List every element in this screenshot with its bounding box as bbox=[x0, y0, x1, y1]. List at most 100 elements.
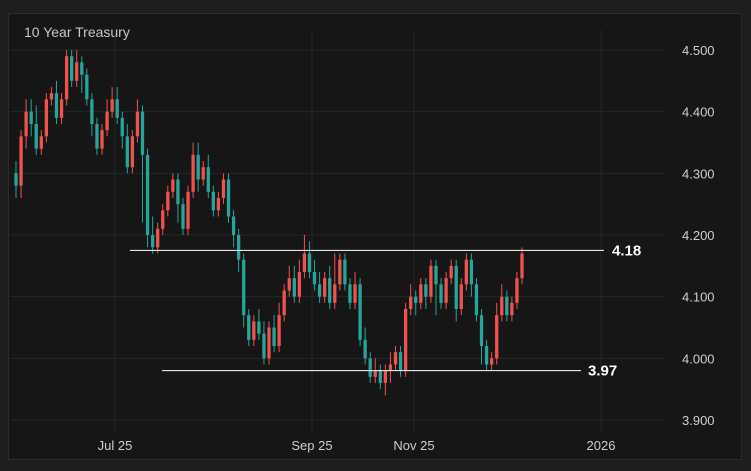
candle bbox=[287, 265, 291, 297]
candles bbox=[14, 50, 524, 396]
candle-body bbox=[34, 124, 38, 149]
candle-body bbox=[39, 136, 43, 149]
candle-body bbox=[166, 191, 170, 211]
candle bbox=[515, 272, 519, 309]
candle-body bbox=[333, 284, 337, 303]
candle-body bbox=[419, 284, 423, 303]
candle bbox=[495, 302, 499, 365]
candle bbox=[252, 315, 256, 346]
candle bbox=[145, 148, 150, 248]
candle-body bbox=[156, 228, 160, 248]
chart-title: 10 Year Treasury bbox=[24, 24, 130, 40]
candle bbox=[171, 173, 175, 198]
candle bbox=[201, 161, 205, 186]
candle bbox=[211, 185, 215, 217]
candle bbox=[469, 253, 474, 297]
candle-body bbox=[378, 370, 382, 383]
x-tick-label: Nov 25 bbox=[393, 438, 434, 453]
candle bbox=[459, 278, 463, 316]
candle bbox=[343, 253, 347, 291]
candle bbox=[510, 296, 514, 322]
candle bbox=[282, 284, 286, 322]
candle-body bbox=[176, 179, 180, 205]
candle-body bbox=[307, 253, 312, 272]
candle-body bbox=[368, 358, 372, 377]
candle bbox=[75, 50, 79, 87]
candle-body bbox=[80, 62, 84, 75]
candle bbox=[181, 198, 185, 235]
candle-body bbox=[247, 315, 251, 340]
candle bbox=[454, 259, 458, 322]
candle bbox=[262, 321, 266, 365]
candle bbox=[414, 290, 418, 316]
candle bbox=[130, 130, 135, 174]
candle bbox=[363, 327, 367, 365]
candle bbox=[80, 56, 84, 94]
candle-body bbox=[24, 111, 28, 137]
candle-body bbox=[444, 278, 448, 303]
candle-body bbox=[353, 284, 357, 303]
candle bbox=[393, 346, 398, 371]
candle-body bbox=[383, 370, 388, 383]
candle bbox=[140, 105, 145, 223]
candle bbox=[424, 278, 428, 309]
candle-body bbox=[140, 111, 145, 155]
y-tick-label: 4.000 bbox=[682, 351, 715, 366]
candle-body bbox=[211, 191, 215, 211]
candle-body bbox=[393, 352, 398, 365]
candle-body bbox=[454, 265, 458, 309]
candle-body bbox=[201, 167, 205, 180]
candle-body bbox=[348, 284, 352, 303]
level-label: 3.97 bbox=[588, 363, 617, 380]
candle bbox=[479, 309, 484, 365]
chart-frame bbox=[8, 13, 742, 460]
candle-body bbox=[484, 346, 489, 365]
candle bbox=[54, 80, 59, 124]
y-tick-label: 4.200 bbox=[682, 228, 715, 243]
candle bbox=[323, 272, 327, 303]
candle-body bbox=[388, 364, 393, 371]
candle-body bbox=[181, 204, 185, 229]
candle-body bbox=[242, 259, 246, 316]
candle-body bbox=[317, 284, 322, 297]
candle bbox=[520, 247, 524, 285]
candle bbox=[444, 272, 448, 309]
candle bbox=[110, 87, 114, 118]
candle bbox=[44, 93, 49, 143]
candle-body bbox=[49, 93, 54, 100]
y-tick-label: 3.900 bbox=[682, 413, 715, 428]
candle-body bbox=[90, 99, 94, 124]
candle-body bbox=[145, 154, 150, 235]
candle-body bbox=[500, 296, 504, 316]
candle bbox=[439, 278, 443, 309]
candle-body bbox=[110, 99, 114, 112]
candle-body bbox=[414, 296, 418, 303]
x-tick-label: 2026 bbox=[587, 438, 616, 453]
candle-body bbox=[464, 259, 468, 285]
candle-body bbox=[150, 235, 155, 248]
candle-body bbox=[54, 93, 59, 118]
candle bbox=[419, 278, 423, 309]
candle bbox=[49, 87, 54, 106]
candle-body bbox=[459, 284, 463, 309]
candle bbox=[221, 173, 226, 205]
candle bbox=[24, 99, 28, 149]
candle-body bbox=[434, 265, 438, 285]
candle bbox=[484, 339, 489, 371]
candle-body bbox=[272, 327, 276, 346]
candle bbox=[216, 191, 221, 217]
candle bbox=[231, 210, 236, 248]
candle-body bbox=[186, 191, 190, 229]
candle bbox=[191, 142, 195, 198]
candle-body bbox=[343, 259, 347, 285]
candle bbox=[95, 117, 99, 155]
candle-body bbox=[135, 111, 140, 137]
candle bbox=[100, 124, 104, 155]
candle-body bbox=[358, 284, 362, 340]
candle bbox=[186, 185, 190, 235]
candle bbox=[333, 253, 337, 309]
candle-body bbox=[262, 333, 266, 359]
candle bbox=[166, 185, 170, 217]
candle-body bbox=[29, 111, 33, 124]
